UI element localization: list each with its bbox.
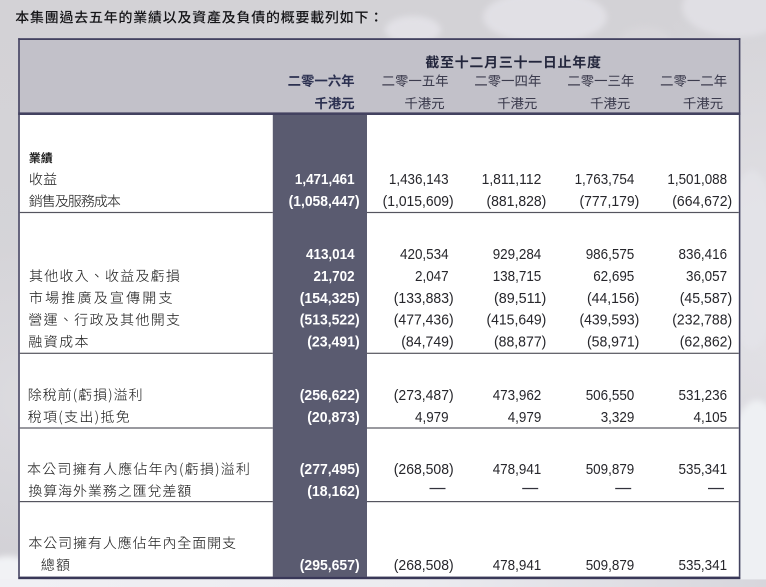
svg-text:478,941: 478,941 bbox=[493, 461, 542, 478]
svg-text:(1,015,609): (1,015,609) bbox=[383, 193, 454, 210]
svg-text:836,416: 836,416 bbox=[679, 246, 728, 263]
svg-text:4,105: 4,105 bbox=[694, 409, 728, 426]
svg-text:1,471,461: 1,471,461 bbox=[295, 171, 355, 188]
svg-text:138,715: 138,715 bbox=[493, 268, 542, 285]
svg-text:413,014: 413,014 bbox=[306, 246, 355, 263]
svg-text:(273,487): (273,487) bbox=[394, 387, 454, 404]
svg-text:(88,877): (88,877) bbox=[494, 334, 546, 351]
svg-text:1,436,143: 1,436,143 bbox=[389, 171, 449, 188]
svg-text:535,341: 535,341 bbox=[679, 461, 728, 478]
svg-text:473,962: 473,962 bbox=[493, 387, 542, 404]
svg-text:(89,511): (89,511) bbox=[494, 290, 546, 307]
svg-text:(45,587): (45,587) bbox=[680, 290, 732, 307]
svg-text:929,284: 929,284 bbox=[493, 246, 542, 263]
svg-text:(18,162): (18,162) bbox=[307, 483, 359, 500]
svg-text:(1,058,447): (1,058,447) bbox=[289, 193, 360, 210]
svg-text:(777,179): (777,179) bbox=[579, 193, 639, 210]
svg-text:(881,828): (881,828) bbox=[486, 193, 546, 210]
svg-text:(62,862): (62,862) bbox=[680, 334, 732, 351]
svg-text:420,534: 420,534 bbox=[400, 246, 449, 263]
svg-text:(268,508): (268,508) bbox=[394, 461, 454, 478]
svg-text:(664,672): (664,672) bbox=[672, 193, 732, 210]
svg-text:(20,873): (20,873) bbox=[307, 409, 359, 426]
svg-text:1,501,088: 1,501,088 bbox=[667, 171, 727, 188]
svg-text:1,763,754: 1,763,754 bbox=[575, 171, 635, 188]
svg-text:2,047: 2,047 bbox=[415, 268, 449, 285]
svg-text:(415,649): (415,649) bbox=[486, 312, 546, 329]
svg-text:(256,622): (256,622) bbox=[300, 387, 360, 404]
svg-text:(439,593): (439,593) bbox=[579, 312, 639, 329]
svg-text:(133,883): (133,883) bbox=[394, 290, 454, 307]
svg-text:(268,508): (268,508) bbox=[394, 557, 454, 574]
svg-text:478,941: 478,941 bbox=[493, 557, 542, 574]
svg-text:(58,971): (58,971) bbox=[587, 334, 639, 351]
svg-text:535,341: 535,341 bbox=[679, 557, 728, 574]
svg-text:986,575: 986,575 bbox=[586, 246, 635, 263]
svg-text:(277,495): (277,495) bbox=[300, 461, 360, 478]
svg-text:(84,749): (84,749) bbox=[401, 334, 453, 351]
svg-text:(44,156): (44,156) bbox=[587, 290, 639, 307]
svg-text:(154,325): (154,325) bbox=[300, 290, 360, 307]
svg-text:36,057: 36,057 bbox=[686, 268, 727, 285]
svg-text:(513,522): (513,522) bbox=[300, 312, 360, 329]
svg-text:509,879: 509,879 bbox=[586, 557, 635, 574]
svg-text:3,329: 3,329 bbox=[601, 409, 635, 426]
svg-text:531,236: 531,236 bbox=[679, 387, 728, 404]
svg-text:1,811,112: 1,811,112 bbox=[482, 171, 542, 188]
svg-text:509,879: 509,879 bbox=[586, 461, 635, 478]
svg-text:(295,657): (295,657) bbox=[300, 557, 360, 574]
svg-text:(232,788): (232,788) bbox=[672, 312, 732, 329]
svg-text:506,550: 506,550 bbox=[586, 387, 635, 404]
svg-text:62,695: 62,695 bbox=[593, 268, 634, 285]
svg-text:(477,436): (477,436) bbox=[394, 312, 454, 329]
svg-text:4,979: 4,979 bbox=[415, 409, 449, 426]
svg-text:(23,491): (23,491) bbox=[307, 334, 359, 351]
svg-text:4,979: 4,979 bbox=[508, 409, 542, 426]
svg-text:21,702: 21,702 bbox=[314, 268, 355, 285]
